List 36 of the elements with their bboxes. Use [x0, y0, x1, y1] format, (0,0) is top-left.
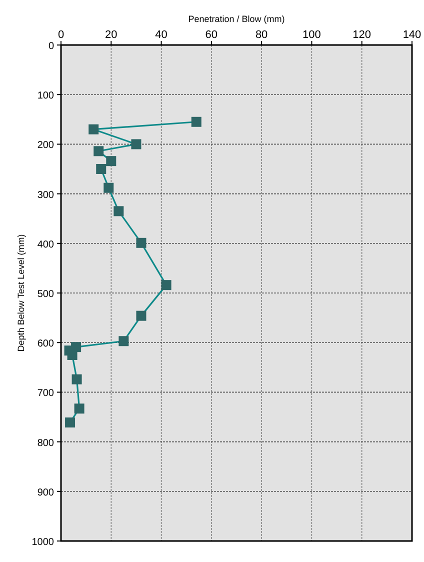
point	[74, 404, 84, 414]
y-tick-label: 500	[37, 289, 54, 300]
point	[65, 417, 76, 428]
x-tick-label: 40	[155, 29, 168, 41]
x-tick-label: 120	[352, 29, 372, 41]
point	[106, 156, 116, 166]
x-tick-label: 140	[402, 29, 422, 41]
point	[104, 182, 114, 193]
y-tick-label: 800	[37, 438, 54, 449]
x-tick-label: 80	[255, 29, 268, 41]
y-tick-label: 400	[37, 239, 54, 250]
y-tick-label: 200	[37, 140, 54, 152]
y-tick-label: 700	[37, 388, 54, 400]
point	[114, 206, 124, 216]
point	[161, 280, 172, 290]
point	[131, 139, 142, 150]
y-tick-label: 1000	[32, 537, 54, 548]
point	[136, 238, 146, 248]
x-tick-label: 20	[105, 29, 118, 41]
y-axis-title: Depth Below Test Level (mm)	[16, 234, 26, 352]
y-tick-label: 0	[48, 41, 54, 52]
y-tick-label: 300	[37, 190, 54, 201]
point	[136, 310, 146, 321]
x-axis-title: Penetration / Blow (mm)	[188, 14, 285, 24]
x-tick-label: 60	[205, 29, 218, 41]
x-tick-label: 0	[58, 29, 64, 41]
point	[88, 124, 99, 134]
point	[94, 146, 104, 156]
x-tick-label: 100	[302, 29, 321, 41]
y-tick-label: 100	[37, 90, 54, 102]
y-tick-label: 900	[37, 487, 54, 498]
point	[118, 336, 129, 346]
point	[191, 116, 202, 127]
point	[96, 164, 106, 174]
point	[72, 374, 82, 384]
y-tick-label: 600	[37, 338, 54, 350]
